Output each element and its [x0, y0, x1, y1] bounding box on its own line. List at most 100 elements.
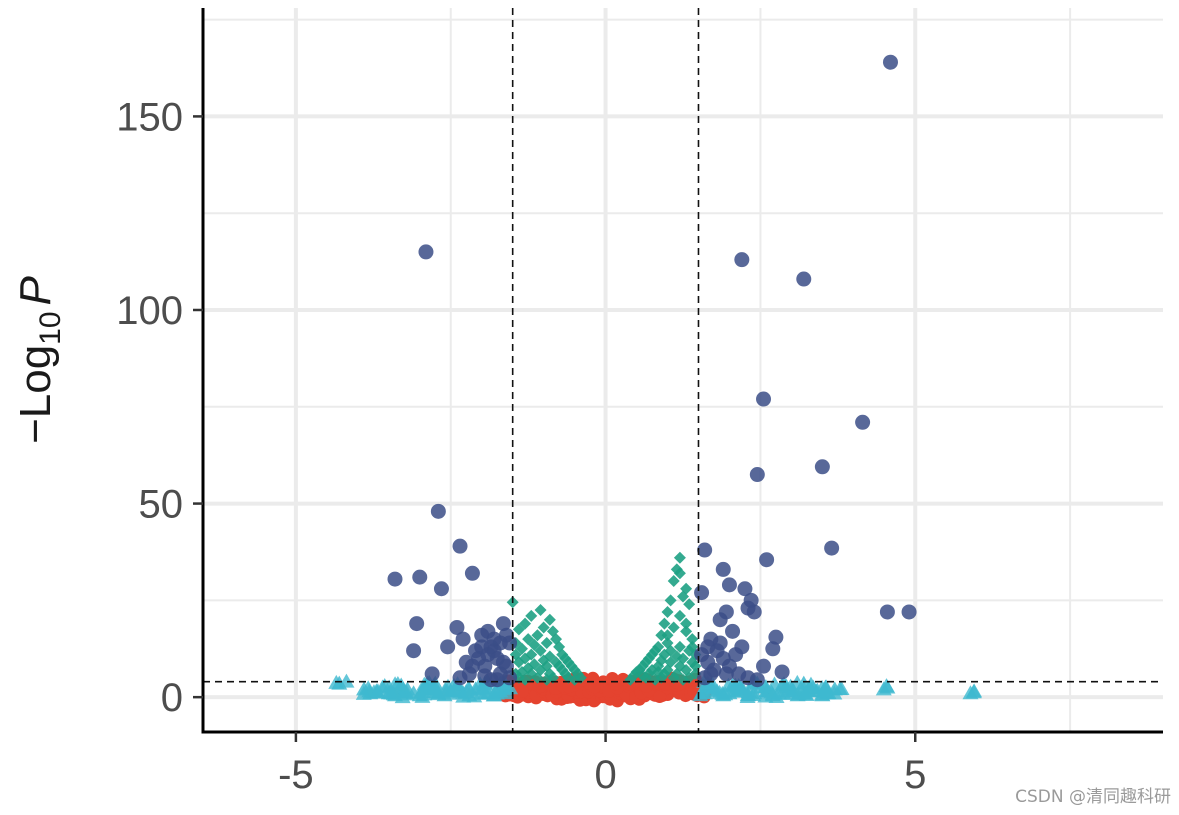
point-pvalue: [673, 640, 686, 653]
data-points: [328, 54, 983, 708]
point-both: [409, 616, 425, 632]
point-pvalue: [534, 604, 547, 617]
point-pvalue: [677, 673, 689, 686]
point-log2fc: [878, 678, 895, 693]
point-pvalue: [667, 575, 680, 588]
point-both: [697, 542, 713, 558]
point-both: [749, 672, 765, 688]
point-log2fc: [783, 685, 800, 700]
point-pvalue: [667, 671, 680, 684]
point-both: [814, 459, 830, 475]
point-both: [725, 623, 741, 639]
x-tick-label: -5: [278, 753, 314, 797]
point-log2fc: [369, 683, 386, 698]
point-both: [749, 467, 765, 483]
point-both: [452, 538, 468, 554]
point-pvalue: [683, 598, 696, 611]
point-both: [855, 414, 871, 430]
point-both: [694, 585, 710, 601]
point-pvalue: [673, 551, 686, 564]
point-pvalue: [531, 671, 544, 684]
point-both: [746, 604, 762, 620]
point-pvalue: [636, 669, 649, 682]
point-both: [406, 643, 422, 659]
cutoff-lines: [203, 8, 1163, 732]
point-pvalue: [686, 640, 699, 653]
point-pvalue: [519, 617, 532, 630]
point-both: [774, 664, 790, 680]
x-tick-label: 0: [594, 753, 616, 797]
point-both: [712, 635, 728, 651]
point-ns: [515, 684, 529, 698]
point-both: [765, 641, 781, 657]
point-log2fc: [802, 676, 819, 691]
tick-marks: [193, 115, 917, 742]
point-pvalue: [519, 673, 532, 686]
y-tick-label: 150: [116, 95, 183, 139]
x-tick-label: 5: [904, 753, 926, 797]
point-pvalue: [661, 629, 674, 642]
point-log2fc: [430, 686, 447, 701]
point-pvalue: [525, 609, 538, 622]
point-log2fc: [394, 689, 411, 704]
point-pvalue: [540, 636, 553, 649]
point-log2fc: [727, 677, 744, 692]
point-pvalue: [528, 638, 541, 651]
y-tick-label: 100: [116, 289, 183, 333]
point-pvalue: [543, 613, 556, 626]
point-both: [718, 604, 734, 620]
point-both: [495, 616, 511, 632]
point-both: [734, 252, 750, 268]
point-both: [768, 629, 784, 645]
point-both: [718, 666, 734, 682]
point-log2fc: [704, 675, 721, 690]
y-axis-title: −Log10P: [11, 275, 67, 443]
point-pvalue: [515, 642, 528, 655]
point-pvalue: [522, 633, 535, 646]
point-both: [449, 619, 465, 635]
point-ns: [562, 680, 576, 694]
point-log2fc: [739, 688, 756, 703]
point-pvalue: [512, 656, 525, 669]
point-pvalue: [652, 665, 665, 678]
point-pvalue: [673, 609, 686, 622]
point-pvalue: [537, 621, 550, 634]
point-both: [424, 666, 440, 682]
point-both: [430, 503, 446, 519]
point-both: [489, 672, 505, 688]
point-both: [455, 631, 471, 647]
point-both: [480, 647, 496, 663]
point-pvalue: [661, 605, 674, 618]
point-both: [464, 658, 480, 674]
point-log2fc: [466, 688, 483, 703]
point-log2fc: [962, 685, 979, 700]
point-both: [882, 54, 898, 70]
point-both: [387, 571, 403, 587]
point-both: [759, 552, 775, 568]
point-both: [486, 631, 502, 647]
point-both: [796, 271, 812, 287]
point-pvalue: [540, 673, 553, 686]
point-log2fc: [768, 688, 785, 703]
point-ns: [653, 689, 667, 703]
point-both: [715, 561, 731, 577]
point-pvalue: [655, 629, 668, 642]
point-log2fc: [387, 676, 404, 691]
point-both: [737, 581, 753, 597]
point-log2fc: [439, 678, 456, 693]
point-log2fc: [831, 681, 848, 696]
point-both: [502, 635, 518, 651]
point-log2fc: [455, 688, 472, 703]
point-pvalue: [664, 594, 677, 607]
point-log2fc: [714, 685, 731, 700]
point-log2fc: [488, 685, 505, 700]
point-pvalue: [568, 673, 581, 686]
point-log2fc: [383, 685, 400, 700]
y-tick-label: 0: [161, 676, 183, 720]
point-both: [412, 569, 428, 585]
point-log2fc: [414, 688, 431, 703]
point-both: [756, 658, 772, 674]
point-both: [824, 540, 840, 556]
